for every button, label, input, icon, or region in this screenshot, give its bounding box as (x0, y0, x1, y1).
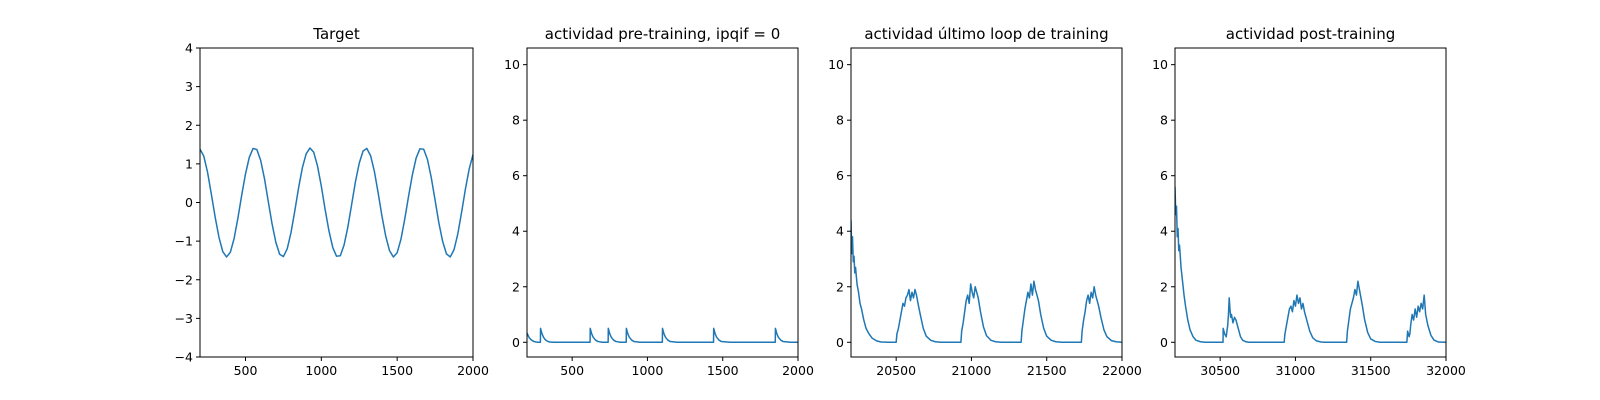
y-tick-label: 4 (836, 224, 844, 239)
x-tick-label: 21500 (1027, 363, 1067, 378)
chart-panel-4: 30500 31000 31500 32000 0 2 4 6 8 10 actividad pos… (1152, 25, 1466, 378)
x-tick-label: 500 (234, 363, 258, 378)
series-line-3-1 (851, 220, 1122, 344)
y-tick-label: 2 (836, 279, 844, 294)
x-tick-label: 2000 (457, 363, 489, 378)
x-tick-label: 32000 (1426, 363, 1466, 378)
x-tick-label: 21000 (952, 363, 992, 378)
y-tick-label: 1 (185, 156, 193, 171)
x-tick-label: 30500 (1200, 363, 1240, 378)
y-tick-label: 0 (1160, 335, 1168, 350)
y-tick-label: −1 (175, 234, 193, 249)
y-tick-label: 2 (185, 118, 193, 133)
y-tick-label: 2 (1160, 279, 1168, 294)
series-line-4-1 (1175, 186, 1446, 344)
y-tick-label: −2 (175, 272, 193, 287)
x-tick-label: 1000 (305, 363, 337, 378)
chart-panel-2: 500 1000 1500 2000 0 2 4 6 8 10 actividad pre-trai… (504, 25, 814, 378)
y-tick-label: 6 (836, 168, 844, 183)
y-tick-label: 0 (512, 335, 520, 350)
x-tick-label: 2000 (782, 363, 814, 378)
y-tick-label: 10 (504, 57, 520, 72)
y-tick-label: 8 (836, 113, 844, 128)
chart-panel-1: 500 1000 1500 2000 −4 −3 −2 −1 0 1 2 3 4 Target (175, 25, 489, 378)
series-line-1-1 (200, 147, 473, 258)
y-tick-label: 4 (185, 41, 193, 56)
axes-frame (1174, 47, 1447, 358)
x-tick-label: 20500 (876, 363, 916, 378)
x-tick-label: 500 (560, 363, 584, 378)
y-tick-label: 0 (836, 335, 844, 350)
y-tick-label: 2 (512, 279, 520, 294)
axes-frame (850, 47, 1123, 358)
y-tick-label: 4 (512, 224, 520, 239)
x-tick-label: 1000 (632, 363, 664, 378)
y-tick-label: 10 (828, 57, 844, 72)
chart-title: actividad post-training (1226, 25, 1395, 43)
chart-title: actividad pre-training, ipqif = 0 (545, 25, 781, 43)
x-tick-label: 31000 (1276, 363, 1316, 378)
chart-title: actividad último loop de training (864, 25, 1108, 43)
y-tick-label: 0 (185, 195, 193, 210)
x-tick-label: 22000 (1102, 363, 1142, 378)
y-tick-label: 3 (185, 79, 193, 94)
x-tick-label: 1500 (707, 363, 739, 378)
y-tick-label: 8 (1160, 113, 1168, 128)
x-tick-label: 1500 (381, 363, 413, 378)
y-tick-label: 6 (512, 168, 520, 183)
x-tick-label: 31500 (1351, 363, 1391, 378)
y-tick-label: 10 (1152, 57, 1168, 72)
axes-frame (526, 47, 799, 358)
y-tick-label: 6 (1160, 168, 1168, 183)
y-tick-label: 4 (1160, 224, 1168, 239)
y-tick-label: 8 (512, 113, 520, 128)
y-tick-label: −3 (175, 311, 193, 326)
chart-title: Target (312, 25, 360, 43)
chart-panel-3: 20500 21000 21500 22000 0 2 4 6 8 10 actividad últ… (828, 25, 1142, 378)
series-line-2-1 (527, 327, 798, 344)
y-tick-label: −4 (175, 350, 193, 365)
